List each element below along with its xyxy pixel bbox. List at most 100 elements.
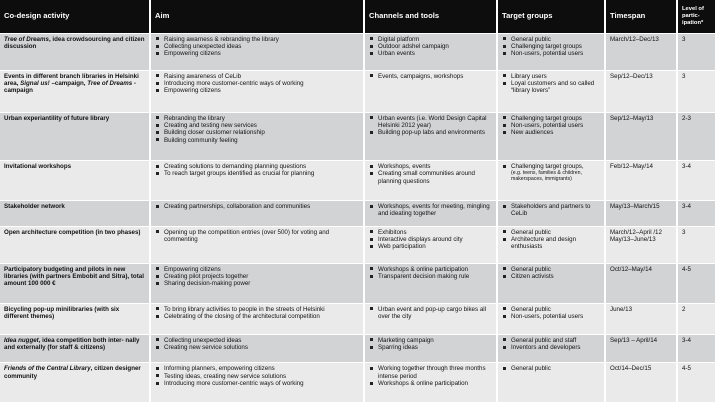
timespan-cell: Feb/12–May/14 (605, 159, 678, 201)
channels-cell: Working together through three months in… (364, 362, 498, 402)
list-item: Architecture and design enthusiasts (502, 236, 600, 251)
list-item: Digital platform (369, 36, 492, 43)
list-item: Urban events (i.e. World Design Capital … (369, 115, 492, 130)
list-item: Exhibitons (369, 229, 492, 236)
level-cell: 3 (677, 225, 715, 264)
list-item: General public (502, 306, 600, 313)
level-cell: 3-4 (677, 333, 715, 363)
targets-cell: General public (497, 362, 606, 402)
timespan-cell: June/13 (605, 302, 678, 335)
aim-cell: Raising awarness & rebranding the librar… (150, 32, 365, 70)
level-cell: 3 (677, 32, 715, 70)
activity-text: , idea crowdsourcing and citizen discuss… (4, 35, 145, 50)
level-cell: 3 (677, 69, 715, 113)
targets-cell: Challenging target groups, (e.g. teens, … (497, 159, 606, 201)
targets-cell: Library users Loyal customers and so cal… (497, 69, 606, 113)
targets-cell: General public Citizen activists (497, 262, 606, 304)
list-item: Rebranding the library (155, 115, 359, 122)
level-cell: 3-4 (677, 159, 715, 201)
list-item: Stakeholders and partners to CeLib (502, 203, 600, 218)
list-item: Opening up the competition entries (over… (155, 229, 359, 244)
level-cell: 4-5 (677, 362, 715, 402)
list-item: Empowering citizens (155, 266, 359, 273)
targets-cell: Challenging target groups Non-users, pot… (497, 111, 606, 161)
list-item: Events, campaigns, workshops (369, 73, 492, 80)
channels-cell: Urban events (i.e. World Design Capital … (364, 111, 498, 161)
activity-cell: Open architecture competition (in two ph… (0, 225, 151, 264)
table-row: Friends of the Central Library, citizen … (0, 362, 715, 402)
list-item: Outdoor adshel campaign (369, 43, 492, 50)
channels-cell: Marketing campaign Sparring ideas (364, 333, 498, 363)
list-item: Creating pilot projects together (155, 273, 359, 280)
list-item: Collecting unexpected ideas (155, 43, 359, 50)
list-item: General public (502, 365, 600, 372)
list-item: Empowering citizens (155, 87, 359, 94)
list-item: Creating new service solutions (155, 344, 359, 351)
aim-cell: Raising awareness of CeLib Introducing m… (150, 69, 365, 113)
list-item: Workshops, events for meeting, mingling … (369, 203, 492, 218)
level-cell: 2 (677, 302, 715, 335)
header-activity: Co-design activity (0, 0, 151, 33)
list-item: Marketing campaign (369, 337, 492, 344)
aim-cell: Empowering citizens Creating pilot proje… (150, 262, 365, 304)
header-row: Co-design activity Aim Channels and tool… (0, 0, 715, 33)
list-item: Transparent decision making rule (369, 273, 492, 280)
list-item: Loyal customers and so called “library l… (502, 80, 600, 95)
list-item: Inventors and developers (502, 344, 600, 351)
activity-cell: Bicycling pop-up minilibraries (with six… (0, 302, 151, 335)
list-item: Sharing decision-making power (155, 280, 359, 287)
list-item: Creating small communities around planni… (369, 170, 492, 185)
list-item: Creating solutions to demanding planning… (155, 163, 359, 170)
activity-cell: Participatory budgeting and pilots in ne… (0, 262, 151, 304)
list-item: General public (502, 36, 600, 43)
channels-cell: Workshops & online participation Transpa… (364, 262, 498, 304)
list-item: Challenging target groups (502, 115, 600, 122)
list-item: Testing ideas, creating new service solu… (155, 373, 359, 380)
list-item: Urban event and pop-up cargo bikes all o… (369, 306, 492, 321)
list-item: Web participation (369, 243, 492, 250)
table-row: Events in different branch libraries in … (0, 69, 715, 113)
list-item: Non-users, potential users (502, 122, 600, 129)
list-item: To bring library activities to people in… (155, 306, 359, 313)
level-cell: 4-5 (677, 262, 715, 304)
list-item: Workshops & online participation (369, 380, 492, 387)
activity-text: , idea competition both inter- nally and… (4, 336, 140, 351)
list-item-note: (e.g. teens, families & children, makers… (511, 170, 582, 183)
aim-cell: Opening up the competition entries (over… (150, 225, 365, 264)
table-row: Bicycling pop-up minilibraries (with six… (0, 302, 715, 335)
channels-cell: Events, campaigns, workshops (364, 69, 498, 113)
timespan-cell: Sep/13 – April/14 (605, 333, 678, 363)
activity-italic: Friends of the Central Library (4, 365, 91, 373)
channels-cell: Exhibitons Interactive displays around c… (364, 225, 498, 264)
channels-cell: Digital platform Outdoor adshel campaign… (364, 32, 498, 70)
table-row: Idea nugget, idea competition both inter… (0, 333, 715, 363)
list-item: Informing planners, empowering citizens (155, 365, 359, 372)
list-item: Building community feeling (155, 137, 359, 144)
list-item: Building pop-up labs and environments (369, 129, 492, 136)
timespan-cell: March/12–Dec/13 (605, 32, 678, 70)
list-item: Non-users, potential users (502, 313, 600, 320)
activity-italic: Signal us! (20, 79, 50, 87)
activity-cell: Friends of the Central Library, citizen … (0, 362, 151, 402)
targets-cell: General public Non-users, potential user… (497, 302, 606, 335)
activity-cell: Stakeholder network (0, 200, 151, 227)
list-item: Library users (502, 73, 600, 80)
table-row: Participatory budgeting and pilots in ne… (0, 262, 715, 304)
table-row: Invitational workshops Creating solution… (0, 159, 715, 201)
activity-italic: Tree of Dreams (87, 79, 133, 87)
list-item: Creating partnerships, collaboration and… (155, 203, 359, 210)
list-item: General public (502, 229, 600, 236)
timespan-cell: Sep/12–May/13 (605, 111, 678, 161)
header-aim: Aim (150, 0, 365, 33)
activity-text: , citizen designer community (4, 365, 141, 380)
list-item: Celebrating of the closing of the archit… (155, 313, 359, 320)
activity-text: Events in different branch libraries in … (4, 72, 139, 87)
aim-cell: Creating partnerships, collaboration and… (150, 200, 365, 227)
channels-cell: Workshops, events for meeting, mingling … (364, 200, 498, 227)
list-item: Building closer customer relationship (155, 129, 359, 136)
list-item: General public (502, 266, 600, 273)
level-cell: 2-3 (677, 111, 715, 161)
list-item: To reach target groups identified as cru… (155, 170, 359, 177)
activity-cell: Urban experiantility of future library (0, 111, 151, 161)
